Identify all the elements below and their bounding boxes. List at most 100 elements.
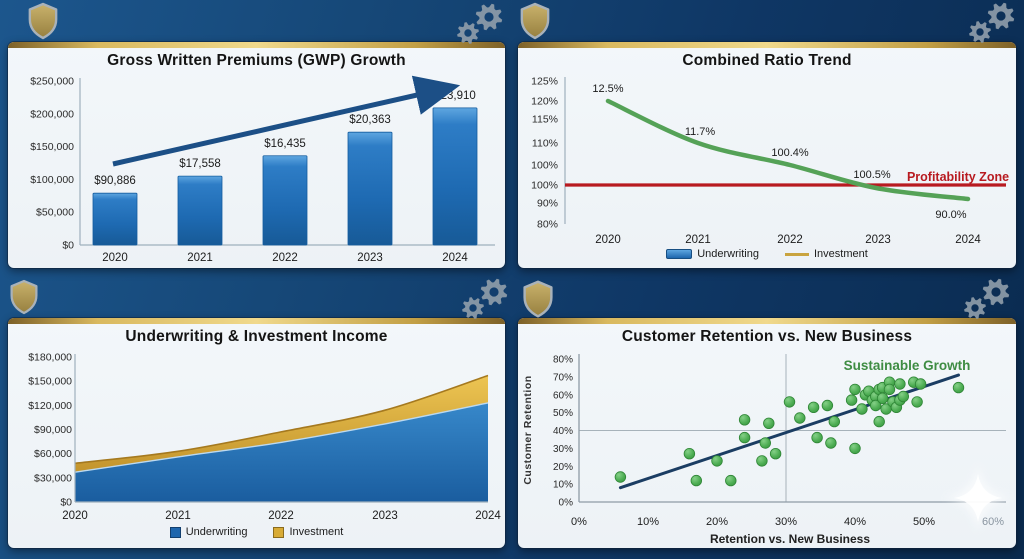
shield-icon [523, 280, 553, 318]
x-tick-label: 2024 [442, 252, 468, 264]
gear-icon [457, 3, 503, 44]
bar [347, 131, 393, 246]
sparkle-icon [954, 474, 1002, 522]
bar-value-label: $20,363 [349, 114, 391, 126]
data-point-label: 100.4% [771, 147, 809, 159]
x-tick-label: 2024 [955, 234, 981, 246]
gear-large [982, 278, 1010, 306]
sustainable-growth-annotation: Sustainable Growth [844, 358, 971, 373]
legend-label: Underwriting [185, 526, 248, 538]
y-tick-label: 100% [531, 160, 558, 172]
panel-retention-scatter: Customer Retention vs. New Business 0% 10… [518, 318, 1016, 548]
investment-swatch [273, 526, 285, 538]
legend-item-investment: Investment [273, 526, 343, 538]
legend-item-underwriting: Underwriting [666, 248, 759, 260]
scatter-point [876, 392, 889, 405]
scatter-point [763, 417, 775, 430]
shield-icon [28, 2, 58, 40]
y-axis-title: Customer Retention [522, 375, 534, 484]
y-tick-label: $150,000 [28, 376, 72, 388]
y-tick-label: 40% [553, 426, 573, 437]
scatter-point [738, 414, 751, 426]
x-tick-label: 20% [706, 516, 728, 528]
gear-icon [462, 278, 508, 319]
income-area-chart: $180,000 $150,000 $120,000 $90,000 $60,000 $3… [28, 352, 501, 523]
y-tick-label: $60,000 [34, 448, 72, 460]
y-tick-label: 10% [553, 480, 573, 491]
scatter-point [849, 383, 861, 396]
scatter-point [825, 437, 837, 449]
scatter-point [897, 390, 910, 403]
bar [177, 175, 223, 246]
legend-label: Investment [289, 526, 344, 538]
investment-area-edge [74, 374, 489, 465]
scatter-point [690, 474, 703, 487]
gwp-bar-chart: $250,000 $200,000 $150,000 $100,000 $50,000 $… [30, 76, 495, 264]
data-point-label: 11.7% [685, 126, 716, 138]
y-tick-label: $180,000 [28, 352, 72, 364]
chart-title: Gross Written Premiums (GWP) Growth [107, 52, 406, 69]
scatter-point [711, 455, 723, 467]
combined-ratio-line [605, 98, 971, 202]
legend-label: Investment [813, 248, 868, 260]
bar-value-label: $17,558 [179, 158, 221, 170]
gear-small [462, 297, 484, 319]
scatter-point [794, 412, 806, 424]
x-tick-label: 2023 [357, 252, 383, 264]
scatter-point [756, 455, 768, 467]
chart-title: Underwriting & Investment Income [125, 328, 388, 345]
legend: Underwriting Investment [518, 248, 1016, 260]
scatter-point [683, 447, 696, 460]
x-tick-label: 60% [982, 516, 1004, 528]
y-tick-label: 50% [553, 408, 573, 419]
gear-icon [969, 2, 1015, 43]
y-tick-label: $30,000 [34, 472, 72, 484]
bar [432, 107, 478, 246]
scatter-point [725, 474, 737, 487]
scatter-point [894, 378, 906, 390]
y-tick-label: $150,000 [30, 141, 74, 153]
legend-item-underwriting: Underwriting [169, 526, 248, 538]
scatter-point [856, 403, 868, 415]
x-tick-label: 2021 [165, 510, 191, 522]
legend-item-investment: Investment [784, 248, 868, 260]
x-tick-label: 2022 [272, 252, 298, 264]
panel-gwp-growth: Gross Written Premiums (GWP) Growth $250… [8, 42, 505, 268]
data-point-label: 100.5% [853, 169, 891, 181]
scatter-point [914, 378, 927, 390]
x-tick-label: 2023 [865, 234, 891, 246]
x-tick-label: 2021 [685, 234, 711, 246]
y-tick-label: 80% [553, 355, 573, 366]
y-tick-label: $0 [62, 240, 74, 252]
underwriting-swatch [169, 526, 181, 538]
gear-large [475, 3, 503, 31]
trend-line [618, 373, 960, 490]
scatter-point [807, 401, 820, 414]
scatter-point [738, 431, 751, 444]
bar [262, 155, 308, 246]
y-tick-label: $200,000 [30, 108, 74, 120]
scatter-point [849, 442, 861, 455]
scatter-point [783, 396, 796, 408]
shield-icon [520, 2, 550, 40]
bar-value-label: $16,435 [264, 138, 306, 150]
gear-large [480, 278, 508, 306]
y-tick-label: $120,000 [28, 400, 72, 412]
x-axis-title: Retention vs. New Business [710, 532, 870, 546]
underwriting-area-edge [74, 402, 489, 473]
scatter-point [821, 399, 834, 412]
scatter-point [769, 447, 782, 460]
scatter-point [828, 415, 841, 428]
x-tick-label: 2020 [595, 234, 621, 246]
y-tick-label: 80% [537, 219, 558, 231]
y-tick-label: 60% [553, 390, 573, 401]
y-tick-label: 20% [553, 462, 573, 473]
investment-swatch [784, 252, 809, 256]
x-tick-label: 2021 [187, 252, 213, 264]
scatter-point [811, 431, 823, 444]
investment-area [75, 375, 488, 473]
panel-income-area: Underwriting & Investment Income $180,00… [8, 318, 505, 548]
y-tick-label: $90,000 [34, 424, 72, 436]
chart-title: Combined Ratio Trend [682, 52, 852, 69]
